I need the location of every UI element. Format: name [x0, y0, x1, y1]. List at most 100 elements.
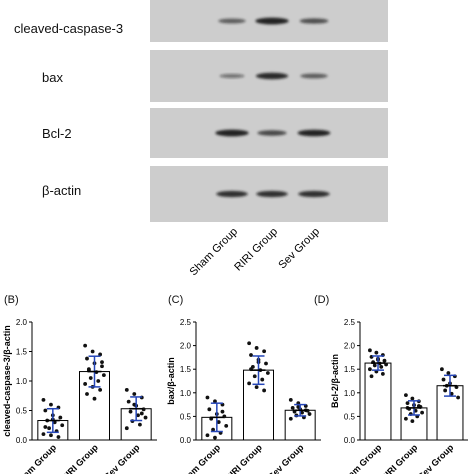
data-point: [368, 348, 372, 353]
y-axis-title: Bcl-2/β-actin: [330, 354, 340, 408]
y-tick-label: 1.0: [16, 377, 28, 386]
blot-band: [299, 18, 329, 24]
data-point: [368, 367, 372, 372]
y-tick-label: 2.0: [180, 342, 192, 351]
blot-band: [215, 129, 249, 137]
panel-letter-d: (D): [314, 294, 330, 306]
data-point: [443, 388, 448, 393]
y-tick-label: 0.5: [344, 412, 356, 421]
x-tick-label: Sham Group: [177, 442, 223, 474]
panel-letter-b: (B): [4, 294, 19, 306]
data-point: [124, 426, 129, 431]
x-tick-label: RIRI Group: [223, 442, 264, 474]
data-point: [288, 397, 293, 402]
y-tick-label: 0.0: [180, 436, 192, 445]
data-point: [216, 420, 221, 424]
data-point: [372, 363, 377, 368]
panel-letter-c: (C): [168, 294, 184, 306]
data-point: [252, 374, 257, 379]
data-point: [96, 379, 101, 383]
y-tick-label: 2.0: [344, 342, 356, 351]
y-tick-label: 0.5: [180, 412, 192, 421]
data-point: [52, 420, 57, 425]
data-point: [47, 426, 51, 431]
y-tick-label: 2.5: [180, 318, 192, 327]
data-point: [382, 358, 387, 363]
data-point: [92, 396, 97, 401]
data-point: [85, 392, 89, 396]
data-point: [300, 410, 304, 415]
data-point: [410, 419, 415, 424]
y-tick-label: 2.5: [344, 318, 356, 327]
y-axis-title: cleaved-caspase-3/β-actin: [2, 325, 12, 437]
data-point: [410, 396, 415, 401]
data-point: [43, 408, 48, 413]
data-point: [260, 377, 265, 382]
x-tick-label: Sev Group: [266, 442, 306, 474]
data-point: [380, 372, 385, 376]
blot-band: [218, 18, 246, 24]
data-point: [247, 381, 252, 386]
data-point: [101, 373, 106, 377]
data-point: [288, 416, 293, 421]
bar: [364, 362, 392, 441]
data-point: [139, 411, 144, 416]
data-point: [440, 367, 444, 372]
blot-band: [257, 130, 287, 136]
y-axis-title: bax/β-actin: [166, 357, 176, 405]
data-point: [254, 385, 259, 390]
y-tick-label: 0.0: [344, 436, 356, 445]
data-point: [446, 371, 451, 375]
data-point: [124, 387, 129, 392]
y-tick-label: 1.5: [16, 348, 28, 357]
data-point: [41, 397, 46, 402]
y-tick-label: 0.0: [16, 436, 28, 445]
data-point: [100, 360, 104, 365]
y-tick-label: 1.5: [180, 365, 192, 374]
data-point: [205, 395, 210, 400]
data-point: [405, 401, 410, 406]
data-point: [220, 409, 225, 414]
data-point: [132, 392, 137, 396]
data-point: [88, 376, 93, 380]
data-point: [247, 341, 252, 346]
data-point: [100, 364, 104, 369]
x-tick-label: Sev Group: [102, 442, 142, 474]
data-point: [456, 395, 460, 400]
data-point: [254, 346, 259, 350]
data-point: [49, 433, 53, 438]
data-point: [290, 406, 295, 410]
blot-band: [297, 129, 331, 137]
blot-band: [219, 74, 245, 78]
data-point: [404, 393, 408, 398]
data-point: [213, 435, 217, 440]
data-point: [307, 412, 312, 416]
blot-label-bax: bax: [42, 70, 63, 85]
x-tick-label: Sham Group: [13, 442, 59, 474]
data-point: [138, 422, 142, 427]
blot-band: [300, 73, 328, 79]
x-tick-label: RIRI Group: [59, 442, 100, 474]
data-point: [126, 399, 131, 404]
data-point: [369, 374, 374, 379]
data-point: [264, 361, 268, 366]
data-point: [441, 377, 446, 382]
data-point: [49, 402, 53, 407]
blot-band: [255, 72, 289, 80]
data-point: [379, 364, 384, 369]
blot-band: [255, 17, 289, 25]
data-point: [249, 353, 253, 357]
data-point: [85, 356, 89, 361]
x-tick-label: Sham Group: [338, 442, 384, 474]
data-point: [224, 423, 229, 428]
data-point: [56, 435, 61, 439]
data-point: [128, 409, 133, 414]
data-point: [90, 349, 95, 354]
data-point: [143, 415, 148, 420]
data-point: [98, 387, 103, 392]
data-point: [262, 349, 267, 354]
y-tick-label: 0.5: [16, 407, 28, 416]
data-point: [374, 350, 379, 355]
